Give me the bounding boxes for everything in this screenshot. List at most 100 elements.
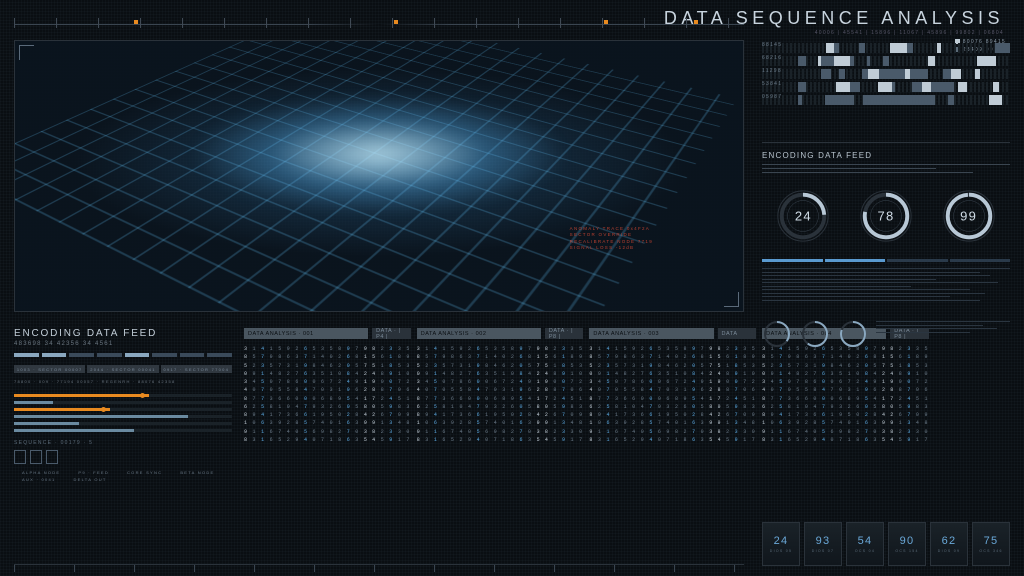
mini-bar-row xyxy=(14,353,232,357)
visualization-panel[interactable]: ANOMALY TRACE 0x4F2ASECTOR OVERRIDERECAL… xyxy=(14,40,744,312)
hex-row: 0 5 9 8 3 xyxy=(545,403,584,411)
legend-item: CORE SYNC xyxy=(119,470,162,475)
data-group: DATA ANALYSIS · 003 3 1 4 1 5 9 2 6 5 3 … xyxy=(589,328,756,548)
col-header-main[interactable]: DATA ANALYSIS · 002 xyxy=(417,328,541,339)
hex-row: 5 2 3 5 7 3 1 9 8 4 6 2 0 5 7 xyxy=(417,362,541,370)
status-tile[interactable]: 90OCS 154 xyxy=(888,522,926,566)
hex-row: 4 8 9 1 0 xyxy=(545,370,584,378)
hex-row: 2 6 7 0 9 xyxy=(718,411,757,419)
hbar xyxy=(14,408,232,411)
hex-row: 2 6 7 0 9 xyxy=(545,411,584,419)
hex-row: 7 2 4 5 1 xyxy=(372,395,411,403)
hex-row: 8 3 1 6 5 2 9 4 0 7 1 8 6 3 5 xyxy=(244,436,368,444)
sequence-label: SEQUENCE · 00179 · 5 xyxy=(14,440,232,446)
hex-row: 8 9 4 1 7 3 6 6 1 9 5 0 2 8 4 xyxy=(417,411,541,419)
status-line: 78800 · 009 · 77194 00057 · REGENRH · 88… xyxy=(14,379,232,384)
encoding-numbers: 483698 34 42356 34 4561 xyxy=(14,341,232,347)
status-tile[interactable]: 93DIOS 07 xyxy=(804,522,842,566)
file-icon[interactable] xyxy=(30,450,42,464)
tab[interactable] xyxy=(887,259,948,262)
tab[interactable] xyxy=(825,259,886,262)
hex-row: 8 7 7 3 6 6 0 0 0 6 8 9 5 4 1 xyxy=(589,395,713,403)
hex-row: 8 2 3 3 0 xyxy=(545,428,584,436)
legend-item: DELTA OUT xyxy=(65,477,106,482)
status-tile[interactable]: 24DIOS 05 xyxy=(762,522,800,566)
hex-row: 9 1 1 6 7 4 0 5 6 9 8 2 7 0 3 xyxy=(244,428,368,436)
hex-row: 4 0 7 0 5 5 8 4 7 0 3 1 9 6 2 xyxy=(589,386,713,394)
hbar-list xyxy=(14,394,232,432)
hex-row: 3 1 4 1 5 9 2 6 5 3 5 8 9 7 9 xyxy=(417,345,541,353)
hex-row: 8 2 3 3 5 xyxy=(372,345,411,353)
dial-gauge[interactable]: 78 xyxy=(857,187,915,245)
col-header-main[interactable]: DATA ANALYSIS · 003 xyxy=(589,328,713,339)
arc-text xyxy=(876,319,1010,349)
legend-item: ALPHA NODE xyxy=(14,470,60,475)
tab-row[interactable] xyxy=(762,259,1010,262)
hex-row: 8 2 3 3 0 xyxy=(372,428,411,436)
hex-row: 4 5 9 1 7 xyxy=(372,436,411,444)
hex-row: 2 6 7 0 9 xyxy=(372,411,411,419)
hex-row: 7 2 4 5 1 xyxy=(718,395,757,403)
legend-item: P9 · FEED xyxy=(70,470,109,475)
sector-pill[interactable]: 0917 · SECTOR 77004 xyxy=(161,365,232,373)
file-icon[interactable] xyxy=(46,450,58,464)
spectro-row: 53841 xyxy=(762,82,1010,92)
hex-row: 8 9 4 1 7 3 6 6 1 9 5 0 2 8 4 xyxy=(244,411,368,419)
hex-row: 9 1 1 6 7 4 0 5 6 9 8 2 7 0 3 xyxy=(417,428,541,436)
hbar xyxy=(14,394,232,397)
hex-row: 8 5 7 9 8 6 3 7 1 4 0 2 6 8 1 xyxy=(417,353,541,361)
col-header-side[interactable]: DATA xyxy=(718,328,757,339)
data-group: DATA ANALYSIS · 002 3 1 4 1 5 9 2 6 5 3 … xyxy=(417,328,584,548)
col-header-main[interactable]: DATA ANALYSIS · 001 xyxy=(244,328,368,339)
hex-row: 3 1 4 1 5 9 2 6 5 3 5 8 9 7 9 xyxy=(589,345,713,353)
top-marker xyxy=(694,20,698,24)
sector-pill[interactable]: 2044 · SECTOR 00041 xyxy=(87,365,158,373)
hex-row: 4 0 7 0 5 5 8 4 7 0 3 1 9 6 2 xyxy=(244,386,368,394)
hex-row: 9 1 1 6 7 4 0 5 6 9 8 2 7 0 3 xyxy=(589,428,713,436)
anomaly-readout: ANOMALY TRACE 0x4F2ASECTOR OVERRIDERECAL… xyxy=(570,226,653,251)
arc-gauge xyxy=(800,319,830,349)
legend: ALPHA NODE P9 · FEED CORE SYNC BETA NODE AUX… xyxy=(14,470,232,482)
hex-row: 8 8 7 0 6 xyxy=(545,386,584,394)
dial-row: 24 78 99 xyxy=(762,187,1010,245)
tab[interactable] xyxy=(950,259,1011,262)
hex-row: 6 2 5 8 1 0 4 7 9 3 2 6 0 5 8 xyxy=(417,403,541,411)
hex-row: 8 7 7 3 6 6 0 0 0 6 8 9 5 4 1 xyxy=(417,395,541,403)
top-marker xyxy=(604,20,608,24)
hex-row: 3 1 4 1 5 9 2 6 5 3 5 8 9 7 9 xyxy=(244,345,368,353)
spectrogram-panel: 88145 68216 11298 53841 05987 xyxy=(762,43,1010,143)
dial-gauge[interactable]: 24 xyxy=(774,187,832,245)
hex-row: 5 6 1 8 9 xyxy=(718,353,757,361)
col-header-side[interactable]: DATA · | P8 | xyxy=(545,328,584,339)
legend-item: BETA NODE xyxy=(172,470,214,475)
legend-item: AUX · 0041 xyxy=(14,477,55,482)
hex-row: 4 5 9 1 7 xyxy=(718,436,757,444)
hex-row: 8 2 3 3 5 xyxy=(718,345,757,353)
bottom-tiles: 24DIOS 05 93DIOS 07 54OCS 04 90OCS 154 6… xyxy=(762,522,1010,566)
col-header-side[interactable]: DATA · | P4 | xyxy=(372,328,411,339)
hex-row: 8 5 7 9 8 6 3 7 1 4 0 2 6 8 1 xyxy=(589,353,713,361)
hex-row: 4 0 7 0 5 5 8 4 7 0 3 1 9 6 2 xyxy=(417,386,541,394)
right-column: 80076 8941528409 99897 88145 68216 11298… xyxy=(762,40,1010,506)
hex-row: 9 0 0 7 2 xyxy=(372,378,411,386)
sector-pill[interactable]: 1003 · SECTOR 00007 xyxy=(14,365,85,373)
hbar xyxy=(14,422,232,425)
hex-row: 1 0 6 3 9 2 8 5 7 4 0 1 6 3 9 xyxy=(244,419,368,427)
data-group: DATA ANALYSIS · 001 3 1 4 1 5 9 2 6 5 3 … xyxy=(244,328,411,548)
holo-glow xyxy=(189,94,569,214)
dial-gauge[interactable]: 99 xyxy=(940,187,998,245)
hex-row: 8 3 1 6 5 2 9 4 0 7 1 8 6 3 5 xyxy=(589,436,713,444)
tab[interactable] xyxy=(762,259,823,262)
spectro-row: 68216 xyxy=(762,56,1010,66)
top-marker xyxy=(134,20,138,24)
status-tile[interactable]: 54OCS 04 xyxy=(846,522,884,566)
hex-row: 8 8 7 0 6 xyxy=(718,386,757,394)
status-tile[interactable]: 62DIOS 09 xyxy=(930,522,968,566)
status-tile[interactable]: 75OCS 346 xyxy=(972,522,1010,566)
hex-row: 4 8 9 1 0 xyxy=(718,370,757,378)
sequence-icons xyxy=(14,450,232,464)
hex-row: 6 2 5 8 1 0 4 7 9 3 2 6 0 5 8 xyxy=(244,403,368,411)
file-icon[interactable] xyxy=(14,450,26,464)
right-enc-title: ENCODING DATA FEED xyxy=(762,151,1010,160)
hex-row: 5 1 8 5 3 xyxy=(718,362,757,370)
